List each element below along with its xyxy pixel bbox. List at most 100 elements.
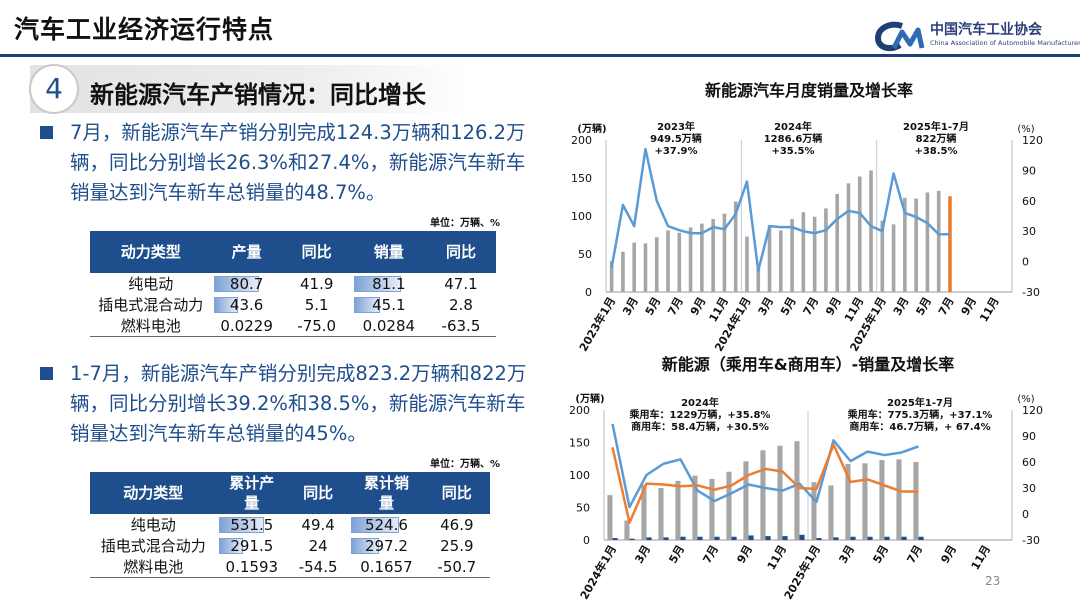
row-type: 燃料电池 [90, 315, 212, 337]
passenger-sales-bar [692, 475, 698, 540]
title-divider [0, 54, 1080, 57]
table2-unit: 单位：万辆、% [430, 459, 501, 470]
y2-tick-label: 0 [1022, 256, 1029, 269]
sales-bar [880, 220, 885, 292]
passenger-sales-bar [760, 450, 766, 540]
sales-bar [936, 190, 941, 292]
row-production-yoy: -54.5 [286, 556, 350, 578]
sales-bar [767, 225, 772, 292]
annotation-text: 949.5万辆 [650, 132, 702, 145]
row-sales-yoy-value: -50.7 [437, 557, 477, 576]
logo-cn-text: 中国汽车工业协会 [930, 22, 1042, 38]
x-tick-label: 5月 [778, 295, 799, 318]
col-header: 动力类型 [90, 231, 212, 273]
sales-bar [643, 243, 648, 292]
col-header: 累计产量 [216, 472, 287, 514]
passenger-sales-bar [641, 484, 647, 540]
x-tick-label: 5月 [643, 295, 664, 318]
x-tick-label: 7月 [801, 295, 822, 318]
x-tick-label: 9月 [939, 543, 960, 566]
commercial-sales-bar [833, 537, 839, 540]
commercial-sales-bar [629, 538, 635, 540]
row-sales-value: 0.0284 [362, 316, 416, 335]
sales-bar [824, 208, 828, 292]
row-production-value: 291.5 [230, 536, 274, 555]
chart-title: 新能源（乘用车&商用车）-销量及增长率 [662, 355, 955, 374]
y-tick-label: 100 [569, 469, 590, 482]
y-tick-label: 50 [576, 502, 590, 515]
sales-bar [654, 237, 659, 292]
data-bar [213, 275, 259, 292]
x-tick-label: 9月 [688, 295, 709, 318]
x-tick-label: 7月 [701, 543, 722, 566]
table-row: 纯电动 531.5 49.4 524.6 46.9 [90, 514, 490, 535]
row-production: 531.5 [217, 514, 287, 535]
col-header: 累计销量 [349, 472, 424, 514]
table1-unit: 单位：万辆、% [430, 218, 501, 229]
passenger-sales-bar [913, 462, 919, 540]
x-tick-label: 3月 [756, 295, 777, 318]
x-tick-label: 9月 [823, 295, 844, 318]
sales-bar [711, 219, 715, 292]
table-row: 插电式混合动力 291.5 24 297.2 25.9 [90, 535, 490, 556]
row-production-value: 0.0229 [220, 316, 273, 335]
x-tick-label: 3月 [837, 543, 858, 566]
sales-bar [835, 193, 839, 292]
passenger-sales-bar [726, 471, 732, 540]
row-production-yoy-value: 24 [308, 536, 328, 555]
x-tick-label: 11月 [707, 295, 731, 324]
row-production-yoy: 49.4 [287, 514, 349, 535]
row-sales-yoy: -50.7 [423, 556, 490, 578]
row-sales-value: 297.2 [364, 536, 408, 555]
caam-logo-icon [874, 21, 925, 52]
row-sales: 297.2 [349, 535, 423, 556]
data-bar [351, 537, 379, 554]
table-header-row: 动力类型 累计产量 同比 累计销量 同比 [90, 472, 490, 514]
annotation-text: 2023年 [657, 120, 695, 133]
commercial-sales-bar [850, 536, 856, 540]
x-tick-label: 5月 [667, 543, 688, 566]
section-title: 新能源汽车产销情况：同比增长 [90, 81, 426, 109]
table-row: 燃料电池 0.0229 -75.0 0.0284 -63.5 [90, 315, 496, 337]
x-tick-label: 3月 [891, 295, 912, 318]
sales-bar [688, 227, 693, 292]
col-header: 销量 [351, 231, 426, 273]
annotation-text: 商用车：46.7万辆，+ 67.4% [849, 420, 990, 433]
annotation-text: 2024年 [681, 396, 719, 409]
commercial-sales-bar [816, 538, 822, 540]
paragraph-july-text: 7月，新能源汽车产销分别完成124.3万辆和126.2万辆，同比分别增长26.3… [70, 121, 526, 204]
x-tick-label: 9月 [735, 543, 756, 566]
section-bar [30, 65, 472, 113]
bullet-square [40, 367, 53, 380]
row-sales: 524.6 [349, 514, 423, 535]
paragraph-july: 7月，新能源汽车产销分别完成124.3万辆和126.2万辆，同比分别增长26.3… [40, 118, 540, 208]
table-july: 动力类型 产量 同比 销量 同比 纯电动 80.7 41.9 81.1 47.1 插电式混… [90, 231, 496, 337]
row-type: 燃料电池 [90, 556, 217, 578]
row-production-value: 0.1593 [225, 557, 279, 576]
x-tick-label: 11月 [969, 543, 993, 572]
passenger-sales-bar [862, 463, 868, 540]
row-type-value: 纯电动 [130, 516, 176, 534]
row-sales-value: 45.1 [372, 295, 406, 314]
sales-bar [632, 242, 636, 292]
row-sales: 81.1 [352, 273, 426, 294]
commercial-sales-bar [646, 537, 652, 540]
sales-bar [722, 213, 727, 292]
sales-bar [812, 216, 817, 292]
col-header: 同比 [281, 231, 352, 273]
row-sales-yoy-value: 46.9 [440, 515, 474, 534]
sales-bar [891, 224, 896, 292]
passenger-sales-bar [675, 480, 681, 540]
passenger-sales-bar [624, 520, 630, 540]
row-production-yoy: -75.0 [281, 315, 352, 337]
y-tick-label: 0 [583, 534, 590, 547]
sales-bar [801, 212, 806, 292]
x-tick-label: 9月 [959, 295, 980, 318]
row-production: 80.7 [212, 273, 282, 294]
sales-bar [700, 223, 704, 292]
row-type-value: 燃料电池 [123, 558, 184, 576]
y-axis-unit: (万辆) [577, 122, 606, 135]
row-sales-yoy: -63.5 [425, 315, 496, 337]
annotation-text: +35.5% [771, 146, 814, 157]
commercial-sales-bar [867, 536, 873, 540]
